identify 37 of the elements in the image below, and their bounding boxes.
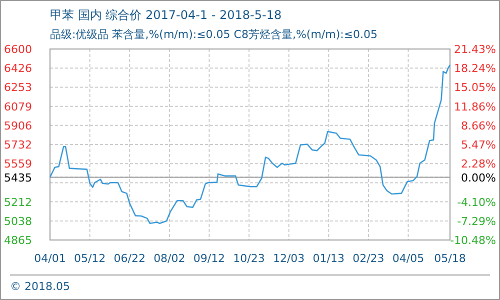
y-tick-label: 5559 bbox=[4, 158, 32, 171]
y-tick-label: 4865 bbox=[4, 234, 32, 247]
y-tick-label: 6253 bbox=[4, 81, 32, 94]
x-tick-label: 08/02 bbox=[154, 252, 186, 265]
y2-tick-label: -4.10% bbox=[457, 196, 496, 209]
y2-tick-label: 5.47% bbox=[461, 138, 496, 152]
y-tick-label: 6600 bbox=[4, 43, 32, 56]
y-tick-label: 6426 bbox=[4, 62, 32, 76]
y-tick-label: 5212 bbox=[4, 196, 32, 209]
x-tick-label: 05/12 bbox=[74, 252, 106, 265]
line-series bbox=[49, 64, 451, 224]
y-tick-label: 5038 bbox=[4, 214, 32, 228]
chart-title: 甲苯 国内 综合价 2017-04-1 - 2018-5-18 bbox=[50, 8, 282, 22]
x-tick-label: 09/12 bbox=[193, 252, 226, 265]
x-tick-label: 10/23 bbox=[233, 252, 265, 265]
y2-tick-label: 0.00% bbox=[461, 171, 496, 184]
x-tick-label: 04/05 bbox=[392, 252, 424, 265]
x-tick-label: 06/22 bbox=[114, 252, 146, 265]
y2-tick-label: -10.48% bbox=[450, 234, 496, 247]
x-tick-label: 04/01 bbox=[34, 252, 66, 265]
x-tick-label: 05/18 bbox=[434, 252, 466, 265]
x-tick-label: 12/03 bbox=[272, 252, 305, 265]
y-tick-label: 5906 bbox=[4, 119, 32, 132]
y2-tick-label: -7.29% bbox=[457, 214, 496, 228]
y2-tick-label: 11.86% bbox=[454, 100, 496, 114]
chart-subtitle: 品级:优级品 苯含量,%(m/m):≤0.05 C8芳烃含量,%(m/m):≤0.05 bbox=[50, 28, 378, 41]
y2-tick-label: 2.28% bbox=[461, 158, 496, 171]
y2-tick-label: 8.66% bbox=[461, 119, 496, 132]
y2-tick-label: 21.43% bbox=[454, 43, 496, 56]
y-tick-label: 6079 bbox=[4, 100, 32, 114]
y-tick-label: 5732 bbox=[4, 138, 32, 152]
text: © 2018.05 bbox=[10, 280, 70, 293]
y2-tick-label: 15.05% bbox=[454, 81, 496, 94]
y2-tick-label: 18.24% bbox=[454, 62, 496, 76]
y-tick-label: 5435 bbox=[4, 171, 32, 184]
x-tick-label: 02/23 bbox=[352, 252, 384, 265]
x-tick-label: 01/13 bbox=[312, 252, 344, 265]
